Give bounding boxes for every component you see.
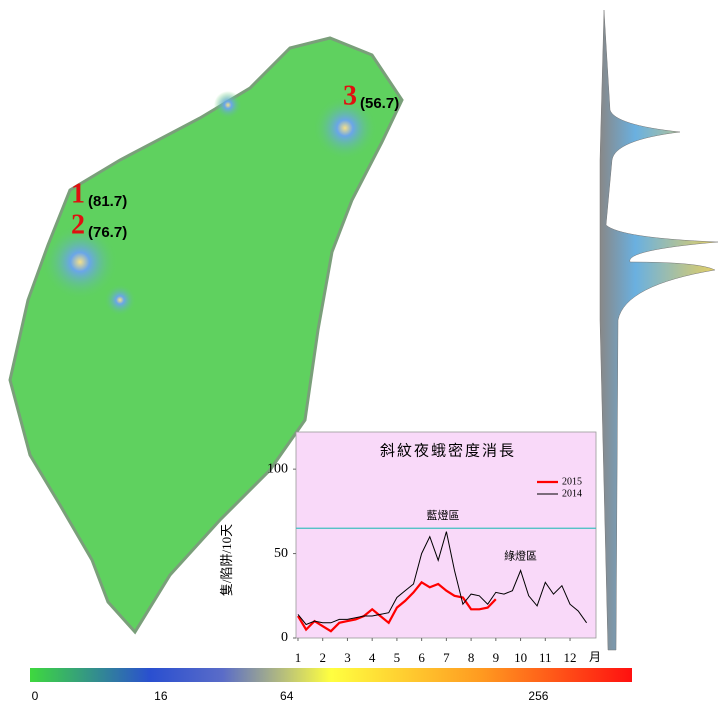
x-tick-label: 10: [514, 650, 527, 665]
hotspot: [313, 96, 377, 160]
annotation: 綠燈區: [504, 548, 537, 562]
series-line: [297, 580, 497, 633]
hotspot: [104, 284, 136, 316]
x-tick-label: 7: [443, 650, 450, 665]
x-tick-label: 4: [369, 650, 376, 665]
island: [8, 36, 404, 635]
value-label: (81.7): [88, 193, 127, 210]
value-label: (56.7): [360, 95, 399, 112]
chart-title: 斜紋夜蛾密度消長: [380, 442, 516, 459]
profile: [599, 9, 719, 651]
x-tick-label: 1: [295, 650, 302, 665]
rank-label: 1: [71, 178, 85, 209]
colorbar-tick-label: 64: [280, 689, 294, 703]
rank-label: 3: [343, 80, 357, 111]
x-unit: 月: [589, 650, 601, 664]
x-tick-label: 6: [418, 650, 425, 665]
legend-label: 2014: [562, 488, 582, 499]
x-tick-label: 2: [319, 650, 326, 665]
x-tick-label: 8: [468, 650, 475, 665]
legend-label: 2015: [562, 476, 582, 487]
y-axis-label: 隻/陷阱/10天: [219, 524, 234, 596]
hotspot: [214, 91, 242, 119]
series-line: [297, 531, 588, 626]
x-tick-label: 12: [564, 650, 577, 665]
colorbar: [30, 668, 632, 682]
colorbar-tick-label: 256: [528, 689, 548, 703]
colorbar-tick-label: 0: [32, 689, 39, 703]
x-tick-label: 11: [539, 650, 552, 665]
y-tick-label: 0: [281, 630, 288, 645]
hotspot: [42, 224, 118, 300]
x-tick-label: 5: [394, 650, 401, 665]
value-label: (76.7): [88, 224, 127, 241]
plot-area: [295, 431, 597, 639]
x-tick-label: 9: [493, 650, 500, 665]
x-tick-label: 3: [344, 650, 351, 665]
y-tick-label: 100: [267, 461, 288, 476]
threshold-label: 藍燈區: [427, 508, 460, 522]
map: [8, 36, 404, 635]
y-tick-label: 50: [274, 546, 288, 561]
colorbar-tick-label: 16: [154, 689, 168, 703]
rank-label: 2: [71, 209, 85, 240]
